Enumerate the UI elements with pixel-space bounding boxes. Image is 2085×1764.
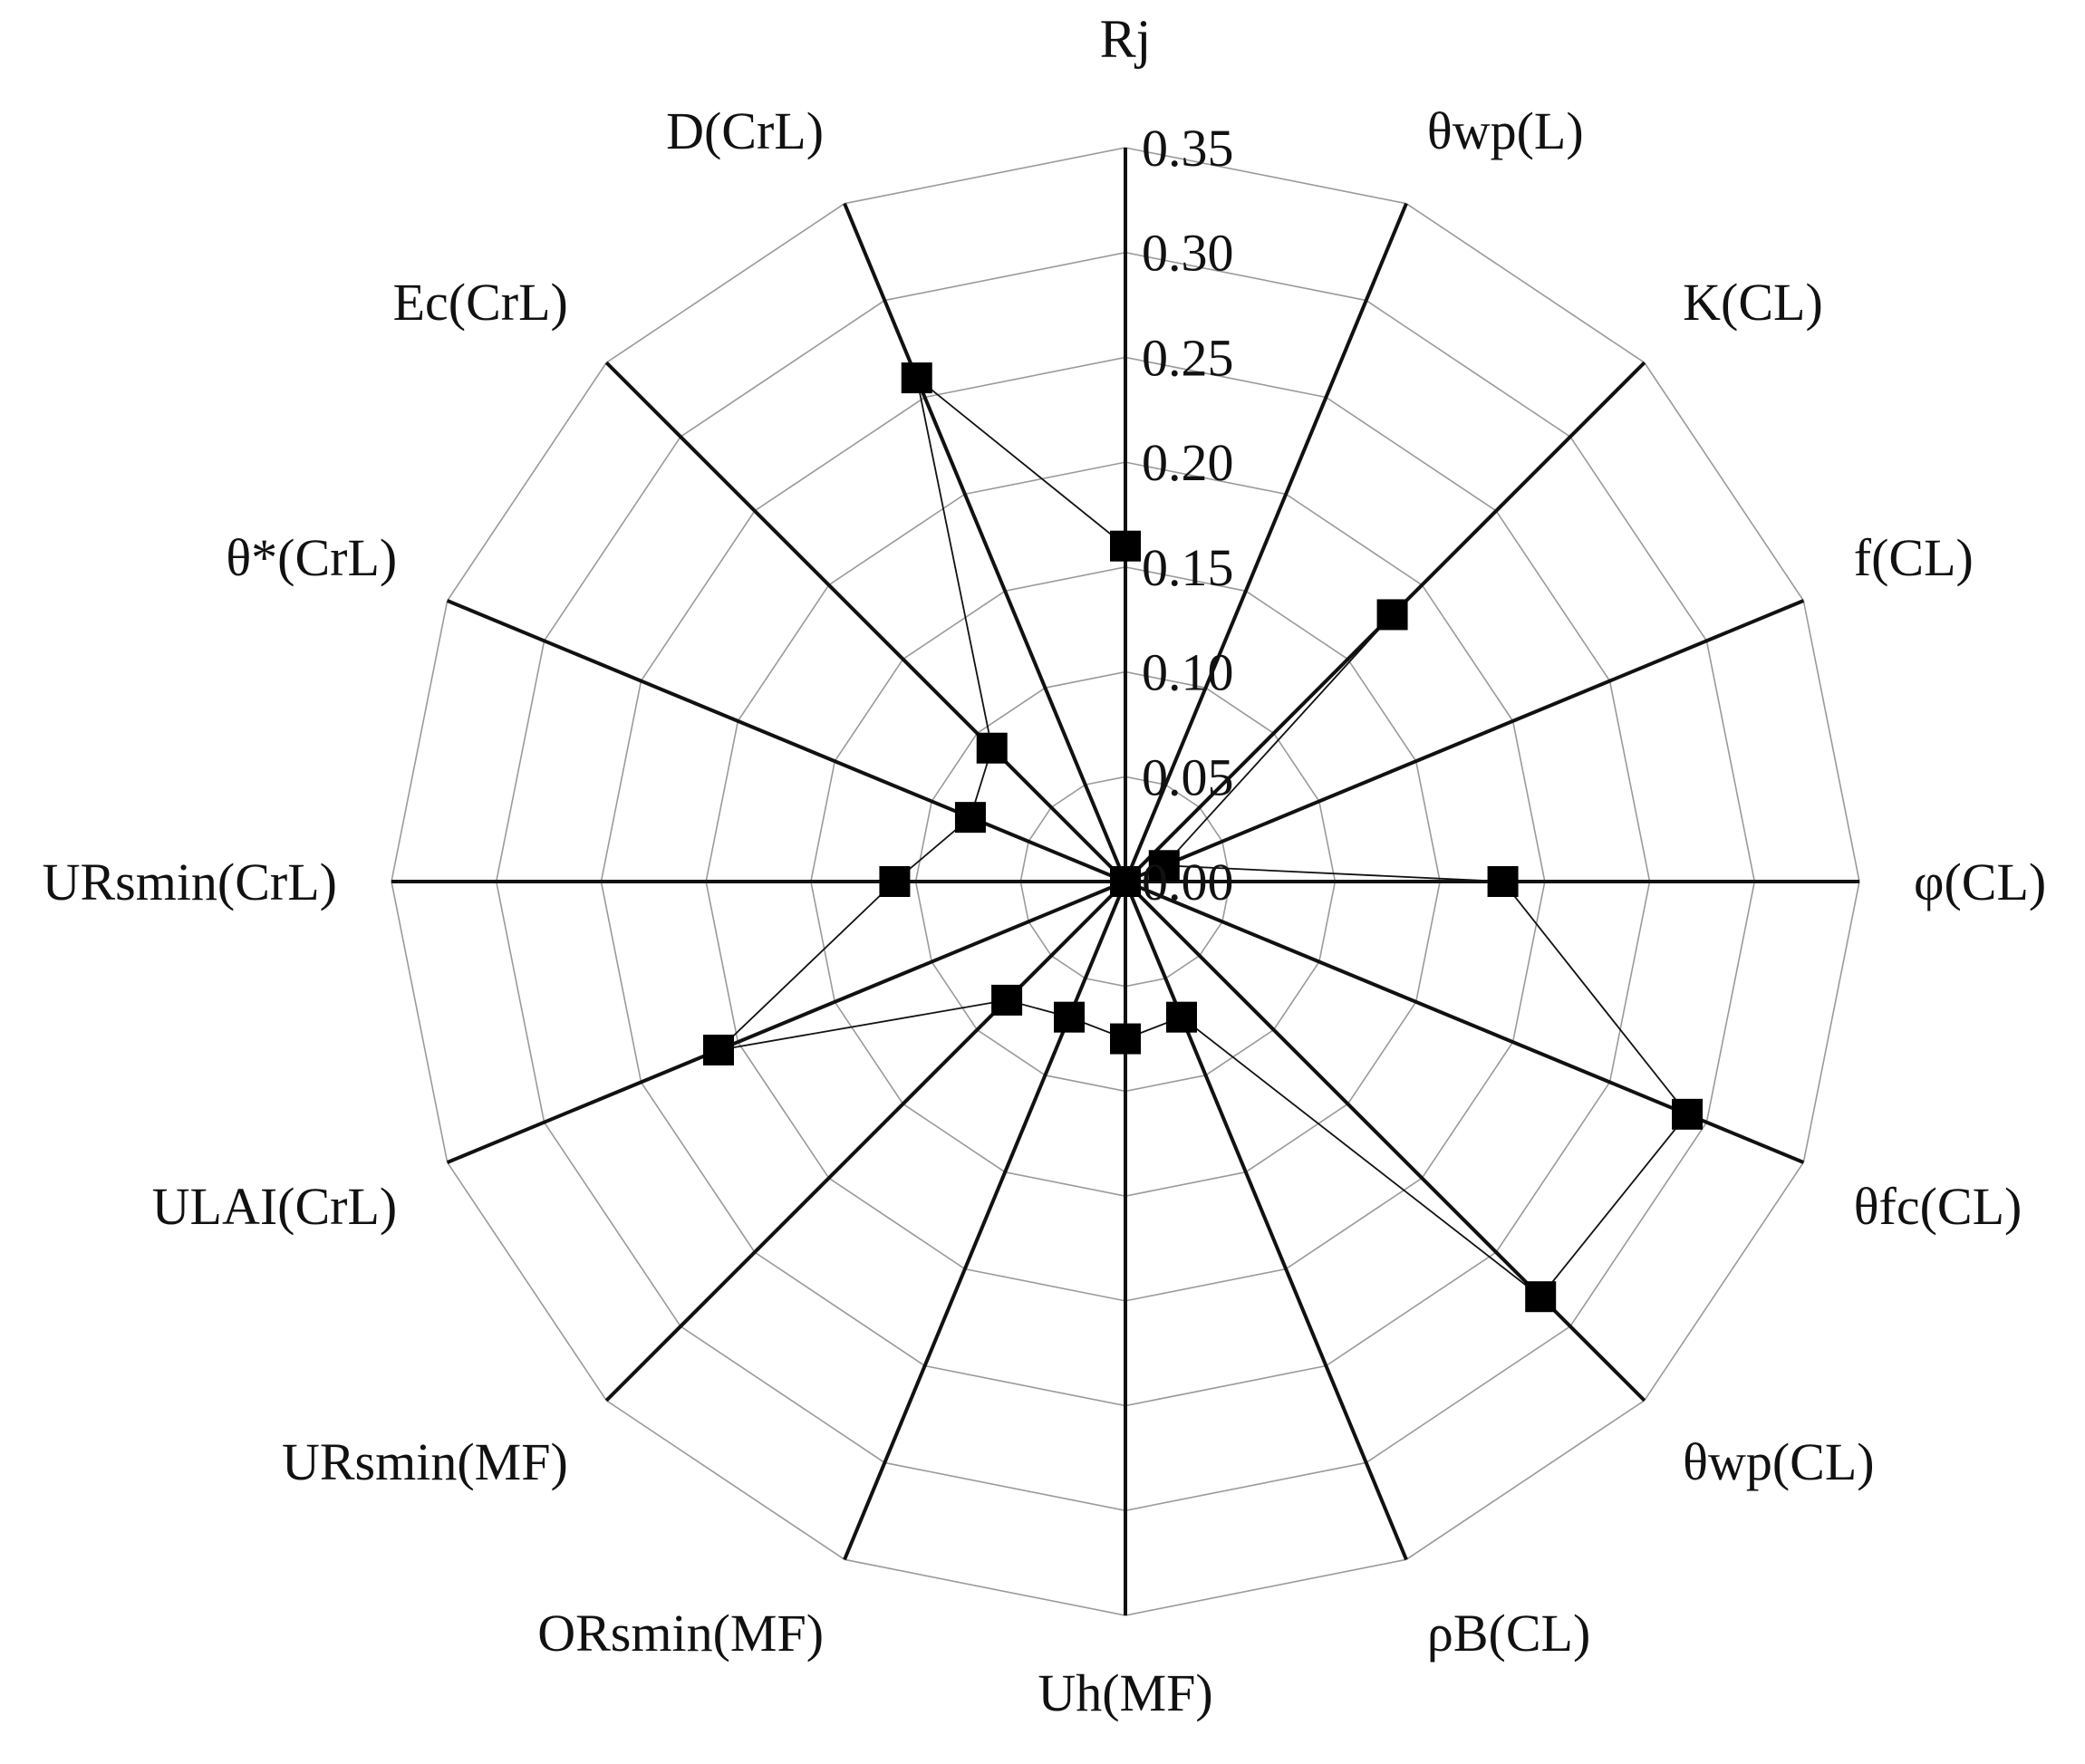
axis-title: Rj [1100, 9, 1152, 69]
category-label: D(CrL) [666, 101, 824, 160]
category-label: φ(CL) [1914, 853, 2046, 911]
axis-spoke [604, 880, 1127, 1403]
tick-label: 0.35 [1142, 119, 1234, 178]
category-label: ORsmin(MF) [537, 1604, 824, 1663]
axis-spoke [843, 202, 1127, 882]
axis-spoke [446, 599, 1126, 883]
data-point [1110, 1023, 1141, 1055]
category-label: θwp(CL) [1683, 1432, 1874, 1491]
axis-spoke [604, 361, 1127, 883]
category-labels: Rj θwp(L) K(CL) f(CL) φ(CL) θfc(CL) θwp(CL) ρB(… [43, 9, 2047, 1722]
data-point [1487, 866, 1519, 897]
category-label: θfc(CL) [1854, 1177, 2022, 1236]
category-label: K(CL) [1683, 273, 1823, 332]
data-point [1165, 1001, 1197, 1033]
tick-label: 0.30 [1142, 224, 1234, 283]
data-point [702, 1034, 734, 1065]
data-point [879, 866, 911, 897]
tick-label: 0.10 [1142, 643, 1234, 702]
tick-label: 0.05 [1142, 747, 1234, 806]
category-label: URsmin(MF) [282, 1432, 568, 1491]
axis-spoke [1124, 881, 1408, 1561]
radial-tick-labels: 0.00 0.05 0.10 0.15 0.20 0.25 0.30 0.35 [1142, 119, 1234, 911]
category-label: θwp(L) [1427, 101, 1584, 160]
category-label: f(CL) [1854, 528, 1974, 587]
data-point [1148, 850, 1180, 882]
data-point [1525, 1281, 1557, 1313]
category-label: ρB(CL) [1427, 1604, 1590, 1663]
category-label: Uh(MF) [1038, 1663, 1212, 1722]
axis-spoke [1124, 880, 1646, 1403]
axis-spoke [843, 881, 1127, 1561]
axis-spoke [1125, 599, 1805, 883]
data-point [1110, 530, 1141, 562]
data-point [1110, 866, 1141, 897]
data-point [991, 984, 1023, 1016]
category-label: Ec(CrL) [393, 273, 568, 332]
category-label: URsmin(CrL) [43, 853, 337, 911]
series-line [716, 375, 1689, 1298]
data-point [901, 362, 932, 394]
tick-label: 0.20 [1142, 433, 1234, 492]
data-point [1054, 1001, 1086, 1033]
tick-label: 0.00 [1142, 853, 1234, 911]
data-series [716, 375, 1689, 1298]
tick-label: 0.25 [1142, 328, 1234, 387]
data-point [1672, 1098, 1704, 1130]
axis-spoke [446, 880, 1126, 1164]
data-point [954, 802, 986, 834]
tick-label: 0.15 [1142, 538, 1234, 597]
category-label: θ*(CrL) [226, 528, 397, 587]
data-point [1376, 599, 1408, 631]
data-point [976, 732, 1008, 764]
category-label: ULAI(CrL) [152, 1177, 398, 1236]
axis-spoke [1124, 202, 1408, 882]
data-markers [702, 362, 1704, 1313]
